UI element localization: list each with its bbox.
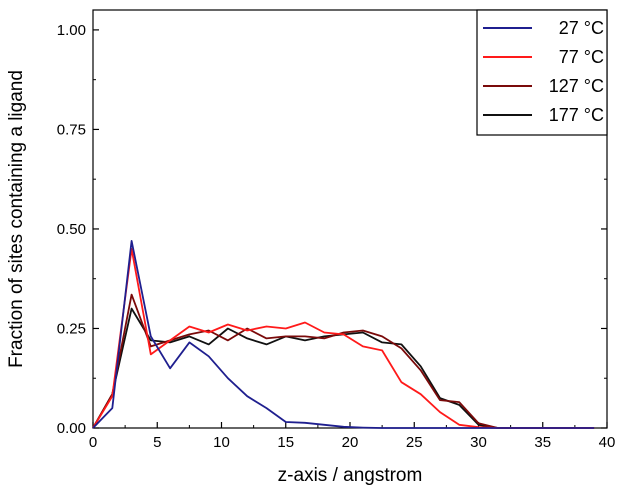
y-tick-label: 0.75 [57,121,86,138]
x-tick-label: 20 [342,434,359,451]
x-tick-label: 25 [406,434,423,451]
x-tick-label: 5 [153,434,161,451]
legend-label: 77 °C [559,47,604,67]
series-lines [92,239,595,429]
x-tick-label: 30 [470,434,487,451]
x-axis-title: z-axis / angstrom [278,465,423,486]
legend: 27 °C 77 °C 127 °C 177 °C [476,9,608,136]
x-tick-label: 35 [534,434,551,451]
y-tick-label: 1.00 [57,22,86,39]
x-tick-label: 15 [277,434,294,451]
legend-entries: 27 °C 77 °C 127 °C 177 °C [483,18,604,125]
series-line-77c [92,247,595,429]
x-tick-label: 10 [213,434,230,451]
x-tick-label: 40 [599,434,616,451]
y-axis-ticks: 0.00 0.25 0.50 0.75 1.00 [57,22,607,437]
y-tick-label: 0.25 [57,320,86,337]
series-line-127c [92,293,595,429]
legend-label: 177 °C [549,105,604,125]
y-tick-label: 0.00 [57,420,86,437]
x-tick-label: 0 [89,434,97,451]
y-tick-label: 0.50 [57,221,86,238]
series-line-177c [92,307,595,429]
legend-label: 27 °C [559,18,604,38]
legend-label: 127 °C [549,76,604,96]
x-axis-ticks: 0 5 10 15 20 25 30 35 40 [89,422,616,451]
plot-area: 0 5 10 15 20 25 30 35 40 0.00 0.25 0.50 0.75 1.00 [57,9,616,451]
series-line-27c [92,239,595,429]
y-axis-title: Fraction of sites containing a ligand [6,70,27,368]
